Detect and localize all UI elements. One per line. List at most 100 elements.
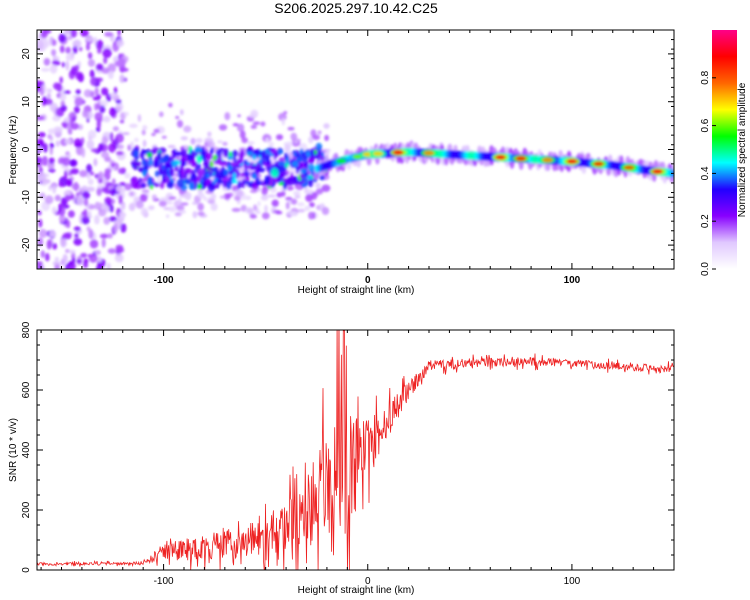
noise-blob	[85, 36, 95, 42]
noise-blob	[73, 226, 81, 232]
noise-blob	[86, 226, 91, 232]
noise-blob	[88, 229, 94, 239]
noise-blob	[51, 206, 57, 215]
band-blob	[266, 165, 272, 172]
noise-blob	[60, 105, 67, 112]
cloud-blob	[168, 102, 173, 108]
ridge-peak	[495, 154, 506, 160]
colorbar-tick-label: 0.2	[700, 214, 711, 228]
noise-blob	[94, 249, 100, 255]
band-blob	[279, 173, 284, 179]
band-blob	[149, 185, 154, 190]
noise-blob	[83, 261, 88, 269]
cloud-blob	[308, 212, 314, 220]
noise-blob	[48, 157, 55, 164]
band-blob	[230, 161, 238, 167]
band-blob	[295, 157, 302, 163]
ridge-peak	[566, 159, 578, 164]
band-blob	[243, 159, 248, 165]
cloud-blob	[321, 207, 330, 215]
noise-blob	[63, 30, 71, 37]
cloud-blob	[153, 128, 160, 134]
noise-blob	[101, 186, 108, 193]
band-blob	[264, 175, 271, 185]
band-blob	[176, 178, 185, 188]
cloud-blob	[248, 114, 257, 118]
spectrogram-y-ticks: -20 -10 0 10 20	[21, 29, 674, 270]
noise-blob	[54, 194, 61, 202]
band-blob	[296, 177, 304, 185]
figure-title: S206.2025.297.10.42.C25	[274, 0, 438, 16]
band-blob	[232, 172, 237, 182]
cloud-blob	[179, 190, 188, 194]
cloud-blob	[297, 202, 305, 207]
band-blob	[277, 148, 284, 155]
cloud-blob	[124, 183, 132, 191]
cloud-blob	[180, 202, 189, 206]
noise-blob	[41, 155, 48, 167]
band-blob	[246, 181, 254, 188]
y-tick-label: 600	[21, 381, 32, 398]
noise-blob	[107, 233, 113, 239]
cloud-blob	[239, 130, 246, 139]
noise-blob	[96, 118, 101, 130]
cloud-blob	[142, 139, 147, 148]
x-tick-label: 100	[564, 576, 581, 587]
noise-blob	[80, 252, 88, 258]
band-blob	[227, 164, 233, 172]
noise-blob	[59, 93, 67, 101]
noise-blob	[99, 233, 109, 239]
noise-blob	[56, 83, 63, 92]
colorbar-tick-label: 0.8	[700, 70, 711, 84]
cloud-blob	[231, 207, 241, 212]
band-blob	[308, 178, 313, 188]
cloud-blob	[288, 169, 297, 174]
noise-blob	[37, 115, 45, 121]
y-tick-label: 800	[21, 321, 32, 338]
band-blob	[197, 168, 205, 176]
y-tick-label: 200	[21, 501, 32, 518]
cloud-blob	[147, 205, 155, 211]
noise-blob	[72, 257, 76, 264]
cloud-blob	[271, 199, 279, 207]
cloud-blob	[157, 175, 161, 184]
cloud-blob	[139, 193, 148, 202]
band-blob	[250, 164, 258, 170]
cloud-blob	[134, 137, 139, 143]
ridge-peak	[652, 169, 663, 174]
noise-blob	[43, 143, 48, 153]
band-blob	[182, 155, 189, 163]
noise-blob	[103, 56, 108, 64]
cloud-blob	[140, 207, 148, 217]
band-blob	[298, 163, 303, 167]
cloud-blob	[152, 144, 157, 148]
snr-series-line	[37, 330, 674, 570]
cloud-blob	[197, 192, 205, 199]
noise-blob	[120, 187, 126, 193]
cloud-blob	[222, 141, 228, 146]
cloud-blob	[140, 178, 148, 183]
band-blob	[291, 161, 299, 168]
noise-blob	[66, 180, 72, 186]
noise-blob	[96, 94, 102, 99]
noise-blob	[82, 110, 88, 118]
noise-blob	[51, 49, 57, 57]
cloud-blob	[278, 112, 287, 121]
noise-blob	[101, 135, 108, 145]
cloud-blob	[267, 194, 277, 198]
band-blob	[159, 156, 167, 164]
band-blob	[299, 173, 305, 179]
noise-blob	[78, 46, 83, 52]
noise-blob	[112, 126, 119, 132]
colorbar-tick-label: 0.0	[700, 262, 711, 276]
ridge-peak	[593, 161, 604, 167]
noise-blob	[69, 194, 75, 200]
band-blob	[315, 142, 323, 151]
cloud-blob	[285, 201, 290, 210]
cloud-blob	[283, 111, 288, 115]
noise-blob	[49, 64, 58, 74]
band-blob	[255, 176, 261, 186]
noise-blob	[65, 60, 70, 71]
cloud-blob	[167, 144, 176, 149]
noise-blob	[96, 264, 103, 269]
